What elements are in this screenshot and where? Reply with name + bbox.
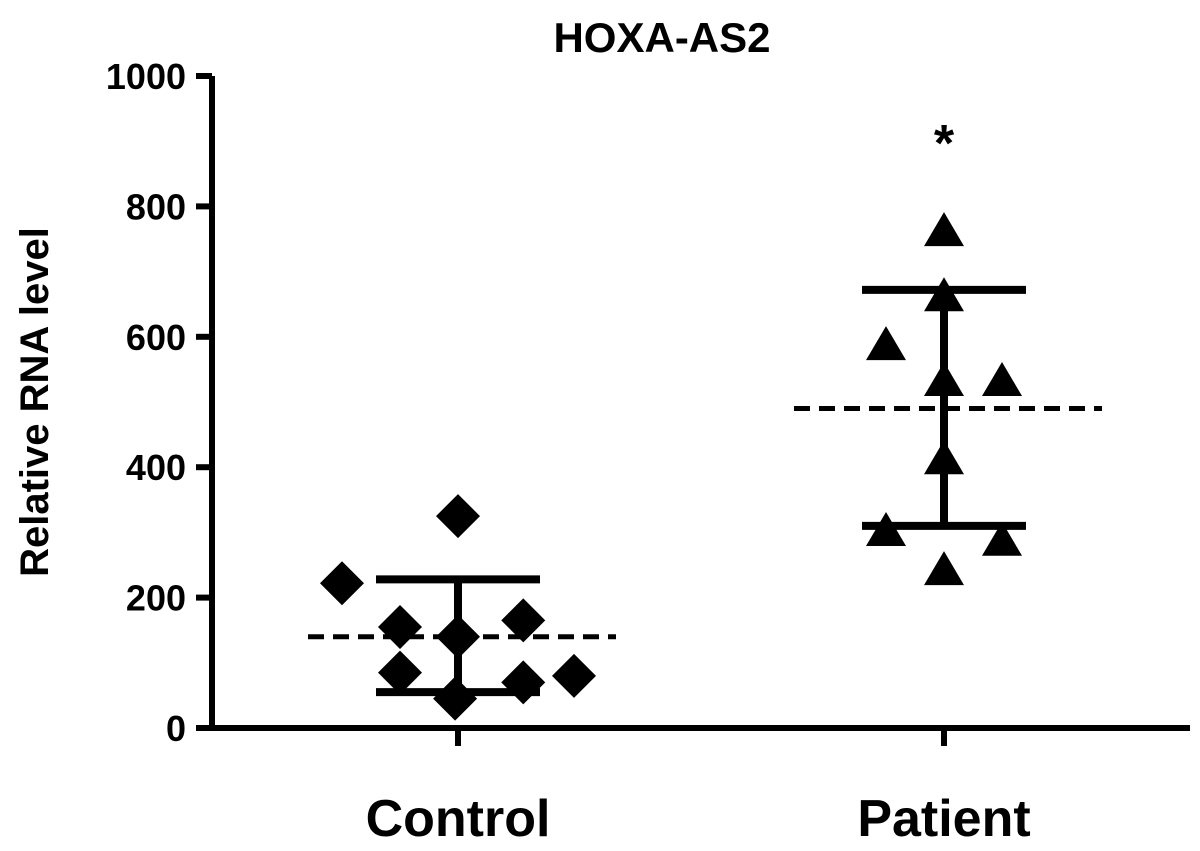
data-point-triangle	[982, 362, 1022, 397]
data-point-triangle	[866, 326, 906, 361]
data-point-triangle	[924, 551, 964, 586]
y-tick-label: 200	[126, 578, 186, 619]
data-point-triangle	[924, 277, 964, 312]
data-point-triangle	[982, 521, 1022, 556]
data-point-diamond	[436, 494, 480, 539]
data-point-diamond	[320, 561, 364, 606]
y-tick-label: 0	[166, 708, 186, 749]
data-point-triangle	[924, 440, 964, 475]
y-tick-label: 800	[126, 186, 186, 227]
y-tick-label: 1000	[106, 56, 186, 97]
y-tick-label: 600	[126, 317, 186, 358]
data-point-diamond	[433, 676, 478, 721]
data-point-triangle	[866, 512, 906, 546]
data-marks	[308, 212, 1102, 721]
data-point-triangle	[924, 212, 964, 247]
data-point-diamond	[552, 653, 596, 698]
data-point-diamond	[501, 660, 546, 705]
significance-marker: *	[934, 115, 955, 173]
y-ticks: 0 200 400 600 800 1000	[106, 56, 212, 749]
x-tick-label: Control	[366, 790, 551, 848]
data-point-diamond	[378, 650, 422, 695]
data-point-diamond	[378, 604, 422, 649]
y-tick-label: 400	[126, 447, 186, 488]
annotations: *	[934, 115, 955, 173]
chart-title: HOXA-AS2	[553, 14, 770, 61]
y-axis-label: Relative RNA level	[13, 227, 57, 577]
data-point-diamond	[501, 598, 546, 643]
data-point-diamond	[436, 614, 480, 659]
data-point-triangle	[924, 362, 964, 397]
x-ticks: Control Patient	[366, 728, 1031, 848]
x-tick-label: Patient	[857, 790, 1030, 848]
